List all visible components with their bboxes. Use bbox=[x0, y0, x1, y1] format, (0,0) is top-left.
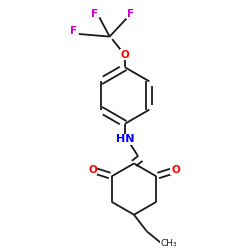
Text: HN: HN bbox=[116, 134, 134, 144]
Text: CH₃: CH₃ bbox=[161, 239, 178, 248]
Text: O: O bbox=[120, 50, 130, 59]
Text: F: F bbox=[70, 26, 77, 36]
Text: F: F bbox=[126, 8, 134, 18]
Text: F: F bbox=[91, 8, 98, 18]
Text: O: O bbox=[171, 165, 180, 175]
Text: O: O bbox=[88, 165, 97, 175]
